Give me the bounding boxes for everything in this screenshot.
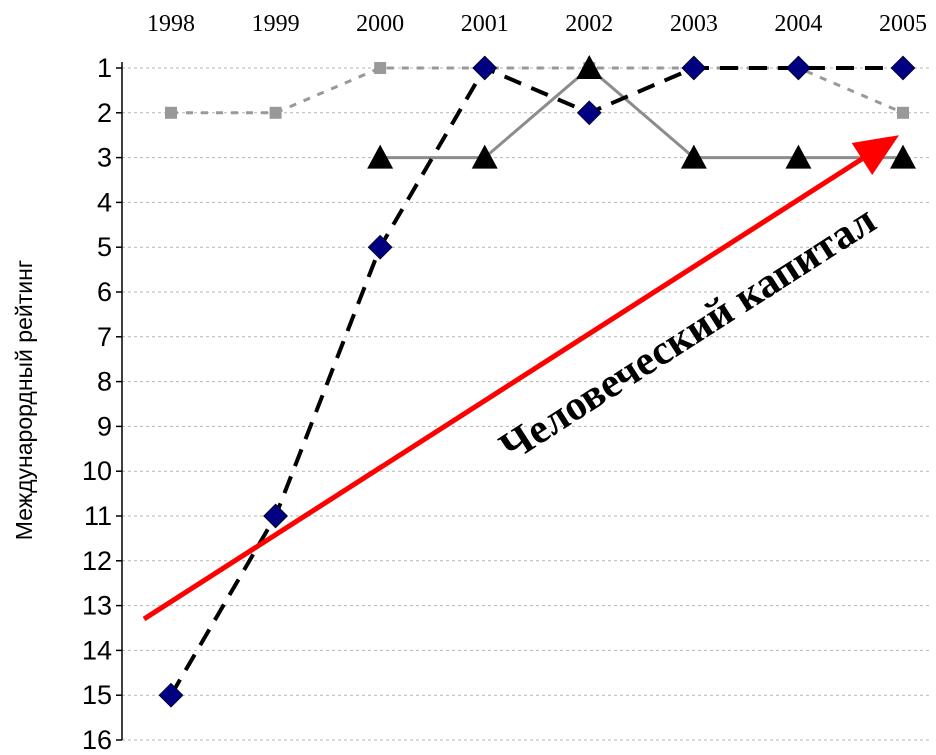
y-tick-label: 9	[97, 411, 112, 441]
y-tick-label: 14	[82, 635, 112, 665]
data-point	[890, 55, 916, 81]
x-tick-label: 2000	[356, 11, 404, 37]
y-tick-label: 11	[84, 501, 112, 531]
data-point	[472, 55, 498, 81]
y-tick-label: 13	[82, 591, 112, 621]
y-tick-label: 15	[82, 680, 112, 710]
annotation-arrow	[142, 135, 899, 622]
y-tick-label: 2	[97, 98, 112, 128]
x-tick-label: 1998	[147, 11, 195, 37]
data-point	[576, 55, 603, 79]
series-lines	[158, 55, 916, 708]
data-point	[681, 55, 707, 81]
data-point	[269, 106, 282, 119]
annotation-text: Человеческий капитал	[492, 197, 884, 471]
series-line	[380, 66, 903, 160]
x-tick-label: 2002	[565, 11, 613, 37]
y-tick-label: 12	[82, 546, 112, 576]
y-tick-label: 16	[82, 725, 112, 755]
x-tick-label: 2004	[774, 11, 822, 37]
data-point	[374, 62, 387, 74]
y-tick-label: 1	[97, 53, 112, 83]
series-1	[158, 55, 916, 708]
data-point	[890, 144, 916, 169]
data-point	[263, 503, 288, 529]
series-3	[367, 55, 916, 169]
x-tick-label: 1999	[252, 11, 300, 37]
y-tick-label: 10	[82, 456, 112, 486]
x-tick-label: 2003	[670, 11, 718, 37]
x-tick-labels: 1998 1999 2000 2001 2002 2003 2004 2005	[147, 11, 927, 37]
x-tick-label: 2001	[461, 11, 509, 37]
data-point	[158, 682, 184, 708]
y-tick-label: 6	[97, 277, 112, 307]
data-point	[680, 144, 707, 169]
data-point	[785, 144, 812, 169]
y-tick-label: 5	[97, 232, 112, 262]
arrow-head	[851, 135, 899, 175]
x-tick-label: 2005	[879, 11, 927, 37]
data-point	[367, 234, 393, 260]
data-point	[367, 144, 394, 169]
grid-lines	[116, 67, 932, 741]
series-line	[169, 65, 903, 697]
y-tick-label: 8	[97, 367, 112, 397]
data-point	[786, 55, 811, 81]
arrow-shaft	[142, 156, 864, 622]
data-point	[165, 106, 177, 119]
y-tick-label: 4	[97, 187, 112, 217]
data-point	[897, 106, 909, 119]
y-tick-label: 3	[97, 143, 112, 173]
data-point	[471, 144, 498, 169]
data-point	[576, 100, 602, 126]
y-tick-label: 7	[97, 322, 112, 352]
y-axis-label: Междунарордный рейтинг	[11, 260, 37, 540]
